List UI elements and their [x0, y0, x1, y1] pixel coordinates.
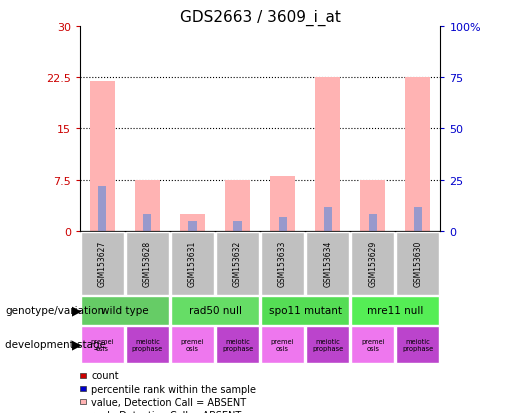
Title: GDS2663 / 3609_i_at: GDS2663 / 3609_i_at	[180, 9, 340, 26]
Bar	[90, 81, 115, 231]
Text: GSM153633: GSM153633	[278, 240, 287, 287]
Bar	[360, 180, 385, 231]
Text: ▶: ▶	[72, 304, 82, 317]
Text: rank, Detection Call = ABSENT: rank, Detection Call = ABSENT	[91, 410, 242, 413]
Text: meiotic
prophase: meiotic prophase	[222, 338, 253, 351]
Text: percentile rank within the sample: percentile rank within the sample	[91, 384, 256, 394]
Bar	[98, 187, 107, 231]
Bar	[315, 78, 340, 231]
Text: genotype/variation: genotype/variation	[5, 306, 104, 316]
Text: GSM153632: GSM153632	[233, 240, 242, 286]
Text: spo11 mutant: spo11 mutant	[269, 306, 341, 316]
Text: meiotic
prophase: meiotic prophase	[402, 338, 434, 351]
Bar	[369, 214, 377, 231]
Text: GSM153629: GSM153629	[368, 240, 377, 286]
Text: premei
osis: premei osis	[91, 338, 114, 351]
Text: premei
osis: premei osis	[361, 338, 385, 351]
Text: development stage: development stage	[5, 339, 106, 349]
Bar	[405, 78, 430, 231]
Text: premei
osis: premei osis	[181, 338, 204, 351]
Text: wild type: wild type	[101, 306, 149, 316]
Text: ▶: ▶	[72, 338, 82, 351]
Bar	[143, 214, 151, 231]
Text: rad50 null: rad50 null	[188, 306, 242, 316]
Text: meiotic
prophase: meiotic prophase	[132, 338, 163, 351]
Text: GSM153630: GSM153630	[414, 240, 422, 287]
Text: GSM153631: GSM153631	[188, 240, 197, 286]
Text: GSM153628: GSM153628	[143, 240, 152, 286]
Text: GSM153634: GSM153634	[323, 240, 332, 287]
Text: premei
osis: premei osis	[271, 338, 295, 351]
Bar	[414, 207, 422, 231]
Bar	[323, 207, 332, 231]
Bar	[188, 221, 197, 231]
Bar	[270, 177, 295, 231]
Text: count: count	[91, 370, 119, 380]
Bar	[135, 180, 160, 231]
Bar	[233, 221, 242, 231]
Text: mre11 null: mre11 null	[367, 306, 423, 316]
Text: GSM153627: GSM153627	[98, 240, 107, 286]
Text: value, Detection Call = ABSENT: value, Detection Call = ABSENT	[91, 397, 246, 407]
Bar	[180, 214, 205, 231]
Bar	[279, 218, 287, 231]
Text: meiotic
prophase: meiotic prophase	[312, 338, 344, 351]
Bar	[225, 180, 250, 231]
